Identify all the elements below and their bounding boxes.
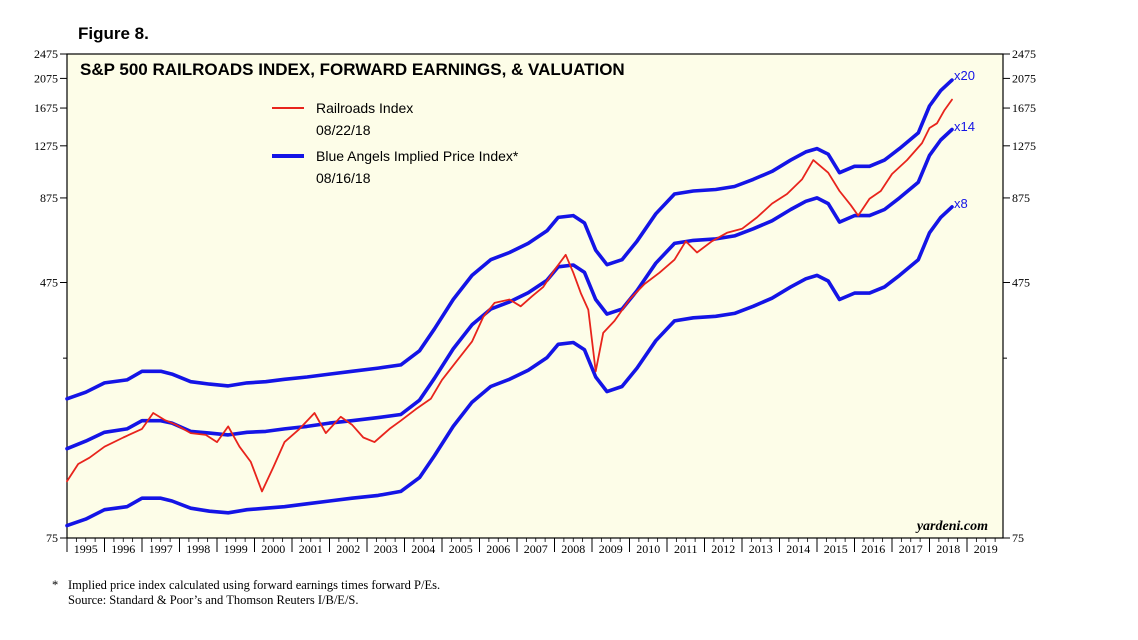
y-tick-label-right: 475 [1012, 275, 1030, 289]
series-lines [65, 78, 954, 528]
footnote-text-1: Implied price index calculated using for… [68, 578, 441, 592]
multiplier-label-x8: x8 [954, 196, 968, 211]
legend-railroads-date: 08/22/18 [316, 122, 371, 138]
legend-blue-angels-date: 08/16/18 [316, 170, 371, 186]
x-tick-label: 2005 [449, 542, 473, 556]
x-tick-label: 2001 [299, 542, 323, 556]
legend-railroads-label: Railroads Index [316, 100, 413, 116]
y-tick-label-left: 1275 [34, 139, 58, 153]
credit-yardeni: yardeni.com [915, 519, 988, 534]
y-tick-label-right: 75 [1012, 531, 1024, 545]
x-tick-label: 1996 [111, 542, 135, 556]
y-tick-label-right: 875 [1012, 191, 1030, 205]
y-tick-label-left: 2075 [34, 71, 58, 85]
series-blue-angels-x8 [65, 205, 954, 528]
x-tick-label: 2009 [599, 542, 623, 556]
x-tick-label: 2007 [524, 542, 548, 556]
plot-area [66, 53, 1004, 539]
multiplier-label-x20: x20 [954, 68, 975, 83]
y-tick-label-right: 1275 [1012, 139, 1036, 153]
x-tick-label: 1999 [224, 542, 248, 556]
multiplier-label-x14: x14 [954, 119, 975, 134]
x-tick-label: 2008 [561, 542, 585, 556]
x-tick-label: 2018 [936, 542, 960, 556]
chart: 75 75 475 475 875 875 1275 1275 1675 1675 2075 2075… [34, 47, 1036, 556]
y-tick-label-left: 875 [40, 191, 58, 205]
figure-label: Figure 8. [78, 24, 149, 43]
x-tick-label: 2011 [674, 542, 698, 556]
x-tick-label: 2006 [486, 542, 510, 556]
x-tick-label: 2010 [636, 542, 660, 556]
series-blue-angels-x20 [65, 78, 954, 401]
x-tick-label: 2003 [374, 542, 398, 556]
x-tick-label: 2002 [336, 542, 360, 556]
x-tick-label: 1998 [186, 542, 210, 556]
y-tick-label-left: 75 [46, 531, 58, 545]
footnote: * Implied price index calculated using fo… [52, 578, 440, 608]
x-tick-label: 2015 [824, 542, 848, 556]
x-tick-label: 2013 [749, 542, 773, 556]
x-tick-label: 1995 [74, 542, 98, 556]
y-tick-label-left: 2475 [34, 47, 58, 61]
footnote-line-1: * Implied price index calculated using fo… [52, 578, 440, 593]
x-tick-label: 2004 [411, 542, 435, 556]
series-railroads-index [66, 98, 953, 493]
y-tick-label-left: 1675 [34, 101, 58, 115]
y-tick-label-right: 2075 [1012, 71, 1036, 85]
x-tick-label: 2017 [899, 542, 923, 556]
y-tick-label-left: 475 [40, 275, 58, 289]
x-tick-label: 2000 [261, 542, 285, 556]
chart-title: S&P 500 RAILROADS INDEX, FORWARD EARNING… [80, 60, 625, 79]
x-tick-label: 2012 [711, 542, 735, 556]
x-tick-label: 2019 [974, 542, 998, 556]
axis-ticks: 75 75 475 475 875 875 1275 1275 1675 1675 2075 2075… [34, 47, 1036, 556]
y-tick-label-right: 2475 [1012, 47, 1036, 61]
footnote-line-2: Source: Standard & Poor’s and Thomson Re… [68, 593, 359, 607]
y-tick-label-right: 1675 [1012, 101, 1036, 115]
x-tick-label: 2016 [861, 542, 885, 556]
footnote-star: * [52, 578, 59, 592]
x-tick-label: 2014 [786, 542, 810, 556]
legend-blue-angels-label: Blue Angels Implied Price Index* [316, 148, 519, 164]
x-tick-label: 1997 [149, 542, 173, 556]
